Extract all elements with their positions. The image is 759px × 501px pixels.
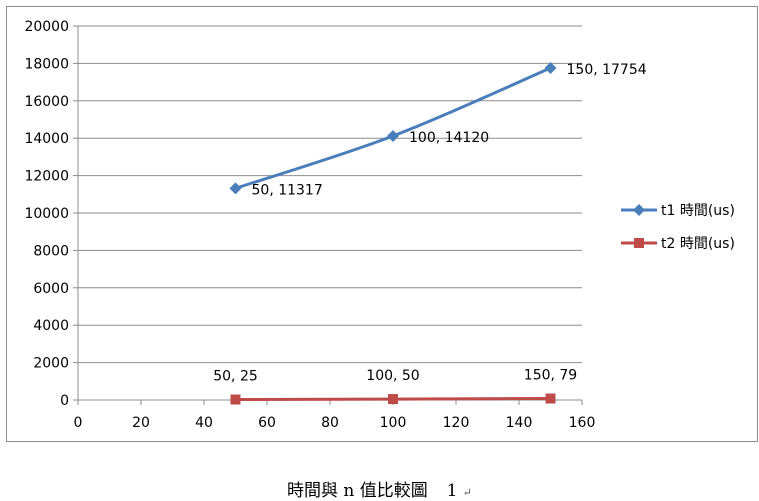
data-label: 50, 25 (213, 369, 258, 385)
y-tick-label: 0 (60, 393, 69, 409)
axes (73, 25, 583, 405)
x-tick-label: 60 (258, 415, 276, 431)
data-label: 100, 14120 (409, 130, 489, 146)
y-tick-label: 16000 (24, 94, 69, 110)
data-point (388, 394, 398, 405)
caption-text: 時間與 n 值比較圖 (286, 481, 428, 501)
y-tick-label: 8000 (33, 243, 69, 259)
legend-label: t2 時間(us) (661, 236, 735, 252)
x-tick-label: 40 (195, 415, 213, 431)
data-point (544, 62, 557, 75)
x-tick-label: 0 (74, 415, 83, 431)
x-tick-label: 80 (321, 415, 339, 431)
y-tick-label: 4000 (33, 318, 69, 334)
data-label: 150, 17754 (567, 62, 647, 78)
figure-caption: 時間與 n 值比較圖 1 ↵ (0, 476, 759, 501)
y-tick-label: 10000 (24, 206, 69, 222)
data-labels: 50, 11317 100, 14120 150, 17754 50, 25 100, … (213, 62, 647, 385)
legend-marker (633, 204, 645, 216)
data-label: 100, 50 (366, 368, 419, 384)
data-point (545, 393, 556, 404)
tick-labels: 0 2000 4000 6000 8000 10000 12000 14000 16000 180… (24, 19, 595, 431)
y-tick-label: 6000 (33, 281, 69, 297)
chart-frame: 0 2000 4000 6000 8000 10000 12000 14000 16000 180… (6, 6, 758, 442)
y-tick-label: 20000 (24, 19, 69, 35)
paragraph-mark: ↵ (462, 486, 473, 499)
legend-marker (634, 238, 644, 248)
data-point (387, 129, 399, 142)
series-line (235, 66, 552, 190)
data-label: 150, 79 (524, 368, 577, 384)
y-tick-label: 18000 (24, 56, 69, 72)
y-tick-label: 12000 (24, 169, 69, 185)
series-lines (229, 62, 557, 405)
x-tick-label: 20 (132, 415, 150, 431)
legend: t1 時間(us) t2 時間(us) (621, 203, 735, 252)
caption-number: 1 (446, 481, 458, 501)
x-tick-label: 140 (506, 415, 533, 431)
x-tick-label: 120 (443, 415, 470, 431)
x-tick-label: 160 (569, 415, 596, 431)
x-tick-label: 100 (380, 415, 407, 431)
data-label: 50, 11317 (252, 182, 323, 198)
legend-label: t1 時間(us) (661, 203, 735, 219)
y-tick-label: 14000 (24, 131, 69, 147)
line-chart: 0 2000 4000 6000 8000 10000 12000 14000 16000 180… (24, 19, 735, 431)
data-point (229, 182, 242, 195)
y-tick-label: 2000 (33, 356, 69, 372)
data-point (230, 394, 241, 405)
gridlines (78, 25, 582, 364)
